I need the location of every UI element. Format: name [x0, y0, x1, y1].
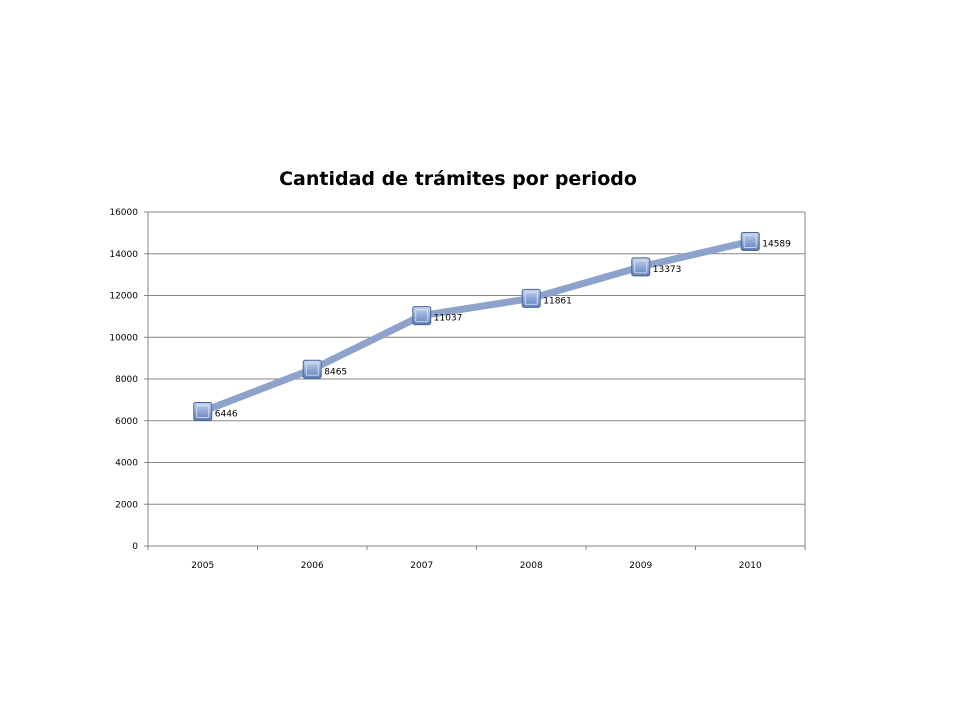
data-labels: 6446 8465 11037 11861 13373 14589 [215, 239, 791, 419]
x-axis-tick-labels: 2005 2006 2007 2008 2009 2010 [191, 561, 762, 571]
data-point-marker [740, 231, 760, 251]
marker-highlight [743, 234, 757, 248]
y-tick-label: 16000 [109, 208, 138, 218]
gridlines [148, 211, 805, 547]
y-tick-label: 14000 [109, 250, 138, 260]
data-label: 8465 [324, 367, 347, 377]
data-label: 13373 [653, 265, 682, 275]
marker-square [740, 231, 760, 251]
marker-highlight [305, 362, 319, 376]
marker-highlight [415, 309, 429, 323]
marker-square [631, 257, 651, 277]
marker-square [302, 359, 322, 379]
data-point-marker [302, 359, 322, 379]
axes [144, 211, 806, 550]
y-tick-label: 12000 [109, 292, 138, 302]
y-tick-label: 4000 [115, 459, 138, 469]
marker-highlight [524, 291, 538, 305]
series-line-path [199, 237, 754, 415]
y-tick-label: 2000 [115, 500, 138, 510]
data-label: 6446 [215, 409, 238, 419]
marker-square [521, 288, 541, 308]
y-tick-label: 8000 [115, 375, 138, 385]
data-point-marker [412, 306, 432, 326]
marker-square [193, 401, 213, 421]
data-point-marker [193, 401, 213, 421]
marker-highlight [196, 404, 210, 418]
y-tick-label: 0 [132, 542, 138, 552]
data-label: 14589 [762, 239, 791, 249]
series-markers [193, 231, 760, 421]
x-tick-label: 2007 [410, 561, 433, 571]
data-point-marker [521, 288, 541, 308]
x-tick-label: 2005 [191, 561, 214, 571]
y-axis-tick-labels: 0 2000 4000 6000 8000 10000 12000 14000 16000 [109, 208, 138, 552]
x-tick-label: 2009 [629, 561, 652, 571]
data-label: 11861 [543, 296, 572, 306]
data-point-marker [631, 257, 651, 277]
chart-title: Cantidad de trámites por periodo [279, 168, 637, 190]
x-tick-label: 2008 [520, 561, 543, 571]
x-tick-label: 2010 [739, 561, 762, 571]
series-line [199, 237, 754, 415]
marker-highlight [634, 260, 648, 274]
y-tick-label: 6000 [115, 417, 138, 427]
data-label: 11037 [434, 314, 463, 324]
marker-square [412, 306, 432, 326]
y-tick-label: 10000 [109, 333, 138, 343]
x-tick-label: 2006 [301, 561, 324, 571]
